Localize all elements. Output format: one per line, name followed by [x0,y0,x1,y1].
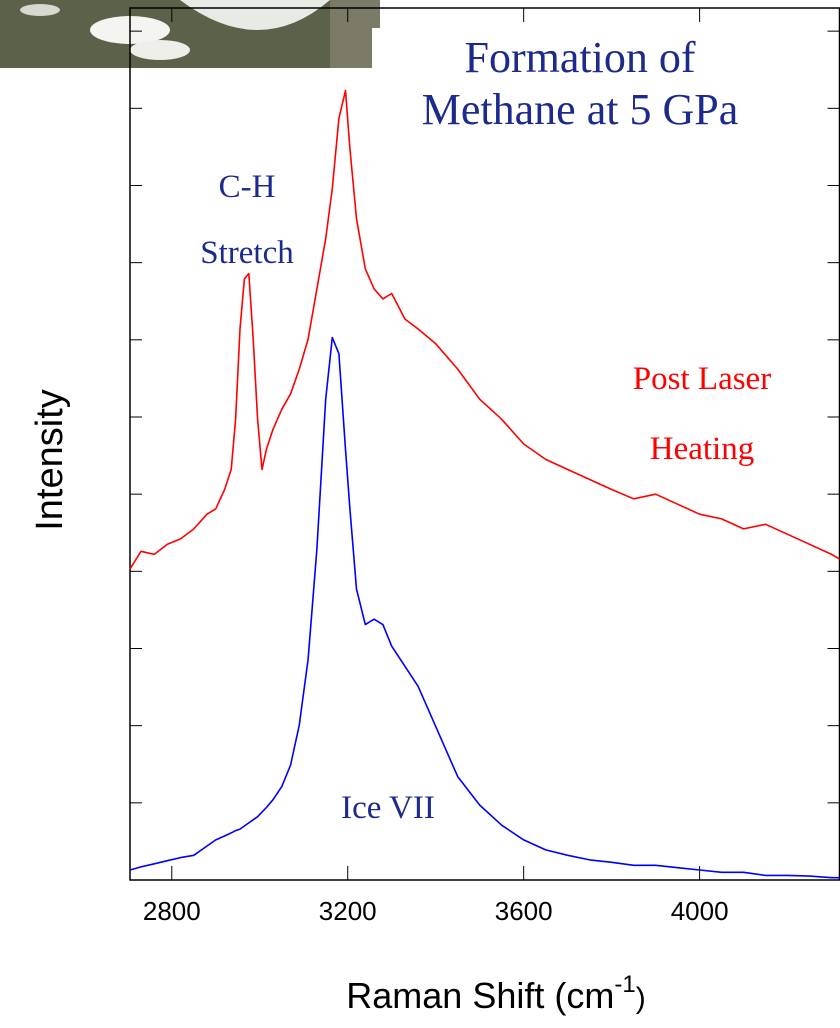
x-label-end: ) [636,982,646,1015]
annotation: Heating [650,431,754,467]
title-box [372,28,782,160]
series-line [129,336,840,879]
annotation: Post Laser [633,361,771,397]
annotation: C-H [219,169,276,205]
x-tick-label: 2800 [143,896,201,926]
x-tick-label: 3200 [319,896,377,926]
annotation: Stretch [200,235,294,271]
y-axis-label: Intensity [29,389,71,531]
annotation: Formation of [465,33,696,82]
x-label-sup: -1 [614,971,635,998]
inset-photo [0,0,380,68]
x-tick-label: 4000 [671,896,729,926]
x-axis-label: Raman Shift (cm-1) [346,971,645,1016]
x-label-text: Raman Shift (cm [346,975,614,1016]
annotation: Methane at 5 GPa [422,85,738,134]
annotation: Ice VII [341,790,435,826]
series-line [129,89,840,570]
x-tick-label: 3600 [495,896,553,926]
